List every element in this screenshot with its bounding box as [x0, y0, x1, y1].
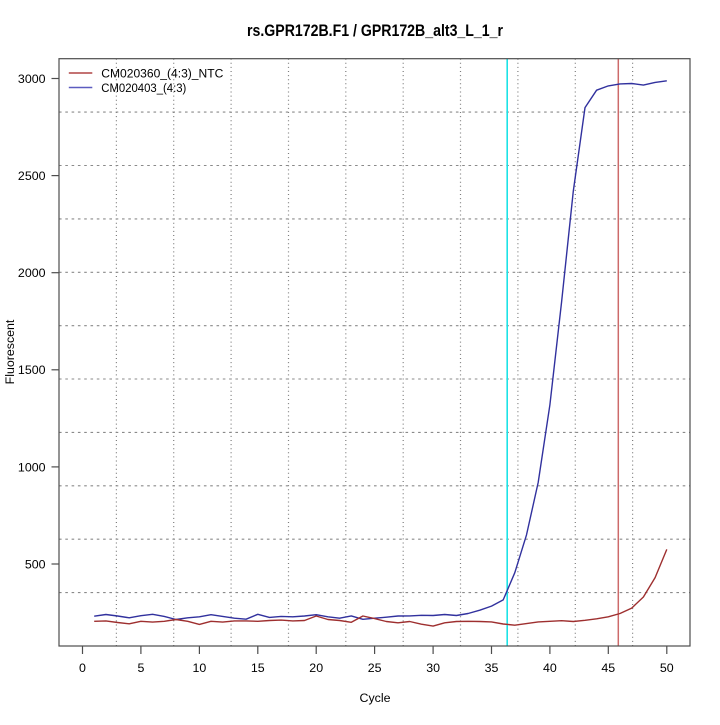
svg-text:50: 50 [660, 661, 674, 675]
svg-text:35: 35 [485, 661, 499, 675]
svg-text:45: 45 [601, 661, 615, 675]
svg-text:40: 40 [543, 661, 557, 675]
svg-text:2500: 2500 [18, 169, 46, 183]
svg-text:10: 10 [193, 661, 207, 675]
svg-text:1000: 1000 [18, 460, 46, 474]
svg-text:Cycle: Cycle [360, 691, 391, 705]
svg-text:CM020360_(4:3)_NTC: CM020360_(4:3)_NTC [101, 67, 223, 81]
svg-text:20: 20 [309, 661, 323, 675]
svg-text:Fluorescent: Fluorescent [3, 319, 17, 384]
svg-text:0: 0 [79, 661, 86, 675]
svg-text:500: 500 [25, 557, 46, 571]
svg-text:1500: 1500 [18, 363, 46, 377]
svg-text:rs.GPR172B.F1 / GPR172B_alt3_L: rs.GPR172B.F1 / GPR172B_alt3_L_1_r [247, 22, 503, 40]
svg-text:CM020403_(4:3): CM020403_(4:3) [101, 81, 186, 95]
svg-text:25: 25 [368, 661, 382, 675]
svg-text:5: 5 [137, 661, 144, 675]
svg-text:30: 30 [426, 661, 440, 675]
svg-text:15: 15 [251, 661, 265, 675]
svg-text:2000: 2000 [18, 266, 46, 280]
svg-text:3000: 3000 [18, 72, 46, 86]
